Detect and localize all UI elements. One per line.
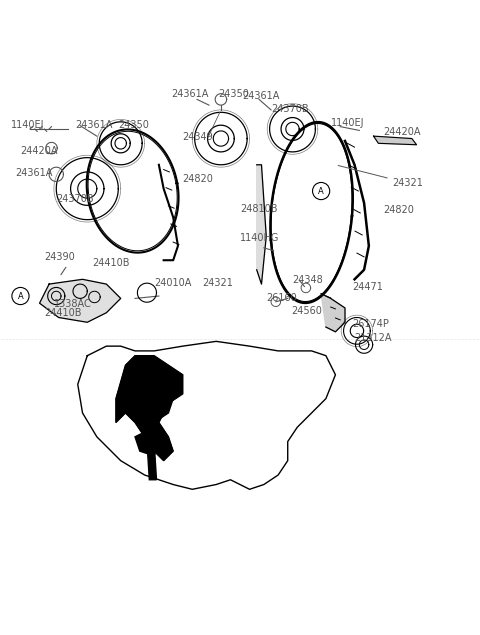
Text: 24370B: 24370B (56, 194, 94, 204)
Text: 1140HG: 1140HG (240, 233, 279, 243)
Text: 24810B: 24810B (240, 204, 277, 213)
Text: 1140EJ: 1140EJ (11, 120, 45, 130)
Text: 26174P: 26174P (352, 319, 389, 329)
Text: 24420A: 24420A (383, 127, 420, 137)
Text: 24361A: 24361A (242, 91, 280, 102)
Text: 24321: 24321 (202, 277, 233, 288)
Polygon shape (135, 380, 173, 422)
Polygon shape (257, 165, 266, 284)
Text: 24361A: 24361A (16, 168, 53, 178)
Polygon shape (147, 441, 156, 480)
Text: 21312A: 21312A (355, 333, 392, 344)
Text: A: A (18, 291, 24, 300)
Text: 24410B: 24410B (92, 258, 130, 269)
Text: 24560: 24560 (291, 305, 323, 316)
Text: 26160: 26160 (266, 293, 297, 303)
Text: 1140EJ: 1140EJ (331, 117, 364, 128)
Polygon shape (135, 432, 159, 456)
Text: 24350: 24350 (118, 120, 149, 130)
Text: 24390: 24390 (44, 252, 75, 262)
Text: 24410B: 24410B (44, 308, 82, 318)
Text: 24820: 24820 (383, 204, 414, 215)
Polygon shape (321, 293, 345, 332)
Text: 24349: 24349 (183, 132, 214, 142)
Polygon shape (116, 356, 183, 460)
Polygon shape (373, 136, 417, 145)
Text: 24370B: 24370B (271, 104, 309, 114)
Text: 24361A: 24361A (171, 89, 208, 99)
Text: 24010A: 24010A (154, 277, 192, 288)
Text: 24321: 24321 (338, 166, 423, 188)
Text: A: A (318, 187, 324, 196)
Text: 24348: 24348 (292, 275, 323, 284)
Text: 1338AC: 1338AC (54, 299, 92, 309)
Text: 24361A: 24361A (75, 120, 113, 130)
Polygon shape (39, 279, 120, 323)
Text: 24820: 24820 (183, 175, 214, 184)
Text: 24350: 24350 (218, 89, 250, 99)
Text: 24420A: 24420A (21, 146, 58, 156)
Text: 24471: 24471 (352, 283, 383, 292)
